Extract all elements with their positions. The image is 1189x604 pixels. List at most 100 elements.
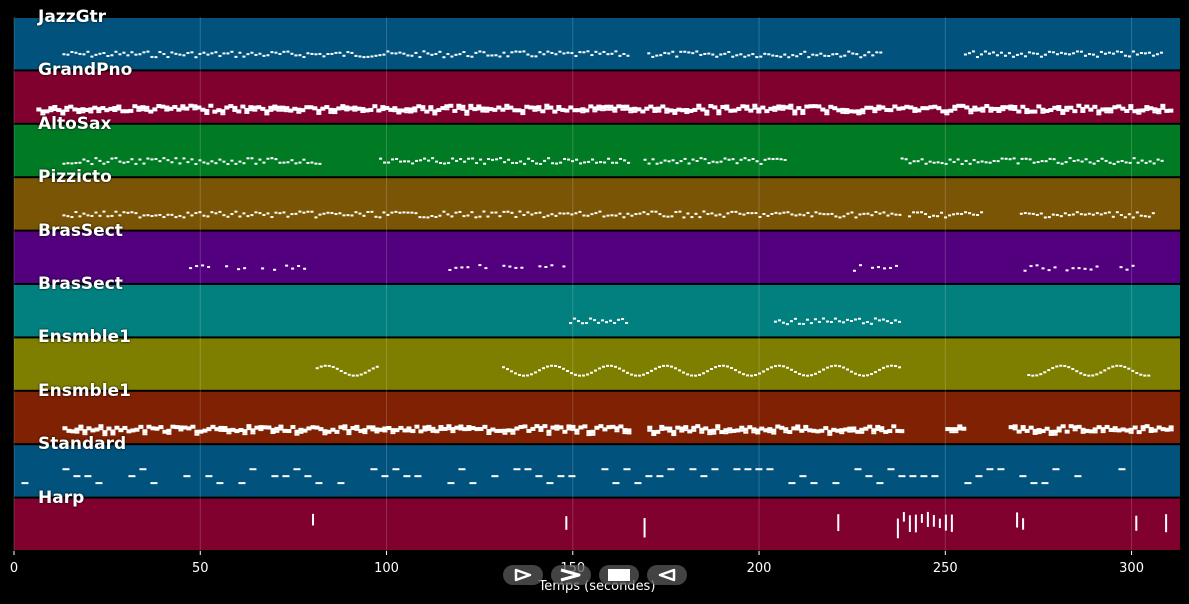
note-mark <box>244 111 250 114</box>
note-mark <box>414 424 420 429</box>
note-mark <box>963 53 967 56</box>
note-mark <box>400 108 406 113</box>
note-mark <box>628 107 634 112</box>
note-mark <box>646 213 650 216</box>
note-mark <box>118 53 122 56</box>
note-mark <box>1083 373 1087 376</box>
stop-icon[interactable] <box>599 565 639 585</box>
note-mark <box>514 266 518 269</box>
note-mark <box>738 212 742 215</box>
note-mark <box>446 213 450 216</box>
note-mark <box>150 55 154 58</box>
note-mark <box>624 104 630 109</box>
note-mark <box>688 108 694 113</box>
note-mark <box>380 105 386 110</box>
note-mark <box>1156 425 1162 430</box>
note-mark <box>346 51 350 54</box>
note-mark <box>795 424 801 429</box>
note-mark <box>546 429 552 434</box>
note-mark <box>92 105 98 110</box>
note-mark <box>546 214 550 217</box>
note-mark <box>466 429 472 432</box>
note-mark <box>1004 157 1008 160</box>
note-mark <box>146 157 150 160</box>
note-mark <box>408 111 414 114</box>
note-mark <box>824 113 830 116</box>
note-mark <box>734 369 738 372</box>
note-mark <box>1092 104 1098 109</box>
note-mark <box>1084 104 1090 109</box>
note-mark <box>246 428 252 431</box>
note-mark <box>310 425 316 430</box>
note-mark <box>972 159 976 162</box>
note-mark <box>462 51 466 54</box>
fast-forward-icon[interactable] <box>551 565 591 585</box>
note-mark <box>1080 110 1086 113</box>
note-mark <box>1008 158 1012 161</box>
play-outline-icon[interactable] <box>503 565 543 585</box>
note-mark <box>482 51 486 54</box>
note-mark <box>198 159 202 162</box>
note-mark <box>1016 109 1022 114</box>
note-mark <box>883 267 887 270</box>
note-mark <box>406 430 412 433</box>
note-mark <box>655 54 659 57</box>
note-mark <box>952 104 958 109</box>
note-mark <box>875 424 881 429</box>
note-mark <box>1079 213 1083 216</box>
note-mark <box>166 213 170 216</box>
note-mark <box>804 104 810 109</box>
note-mark <box>1136 112 1142 115</box>
note-mark <box>250 214 254 217</box>
note-mark <box>282 161 286 164</box>
note-mark <box>1023 269 1027 272</box>
note-mark <box>538 425 544 430</box>
note-mark <box>838 216 842 219</box>
note-mark <box>535 475 543 478</box>
note-mark <box>526 211 530 214</box>
note-mark <box>550 264 554 267</box>
note-mark <box>502 264 506 267</box>
note-mark <box>1040 111 1046 114</box>
note-mark <box>603 161 607 164</box>
note-mark <box>391 158 395 161</box>
note-mark <box>810 215 814 218</box>
note-mark <box>102 210 106 213</box>
note-mark <box>170 161 174 164</box>
note-mark <box>90 428 96 433</box>
note-mark <box>360 111 366 114</box>
note-mark <box>1128 161 1132 164</box>
note-mark <box>1012 424 1018 429</box>
note-mark <box>166 56 170 59</box>
note-mark <box>1016 512 1019 528</box>
note-mark <box>1165 514 1168 533</box>
note-mark <box>80 107 86 112</box>
note-mark <box>363 371 367 374</box>
note-mark <box>242 212 246 215</box>
note-mark <box>975 56 979 59</box>
note-mark <box>602 427 608 432</box>
note-mark <box>821 317 825 320</box>
note-mark <box>174 425 180 430</box>
note-mark <box>783 53 787 56</box>
note-mark <box>846 212 850 215</box>
note-mark <box>720 104 726 109</box>
note-mark <box>794 214 798 217</box>
note-mark <box>792 109 798 114</box>
note-mark <box>422 50 426 53</box>
note-mark <box>858 374 862 377</box>
note-mark <box>381 475 389 478</box>
note-mark <box>1022 518 1025 530</box>
note-mark <box>70 429 76 434</box>
note-mark <box>1151 212 1155 215</box>
note-mark <box>682 216 686 219</box>
note-mark <box>1156 158 1160 161</box>
note-mark <box>1112 426 1118 431</box>
note-mark <box>1067 53 1071 56</box>
note-mark <box>554 364 558 367</box>
note-mark <box>448 103 454 108</box>
note-mark <box>996 106 1002 111</box>
note-mark <box>619 157 623 160</box>
rewind-icon[interactable] <box>647 565 687 585</box>
note-mark <box>1055 365 1059 368</box>
